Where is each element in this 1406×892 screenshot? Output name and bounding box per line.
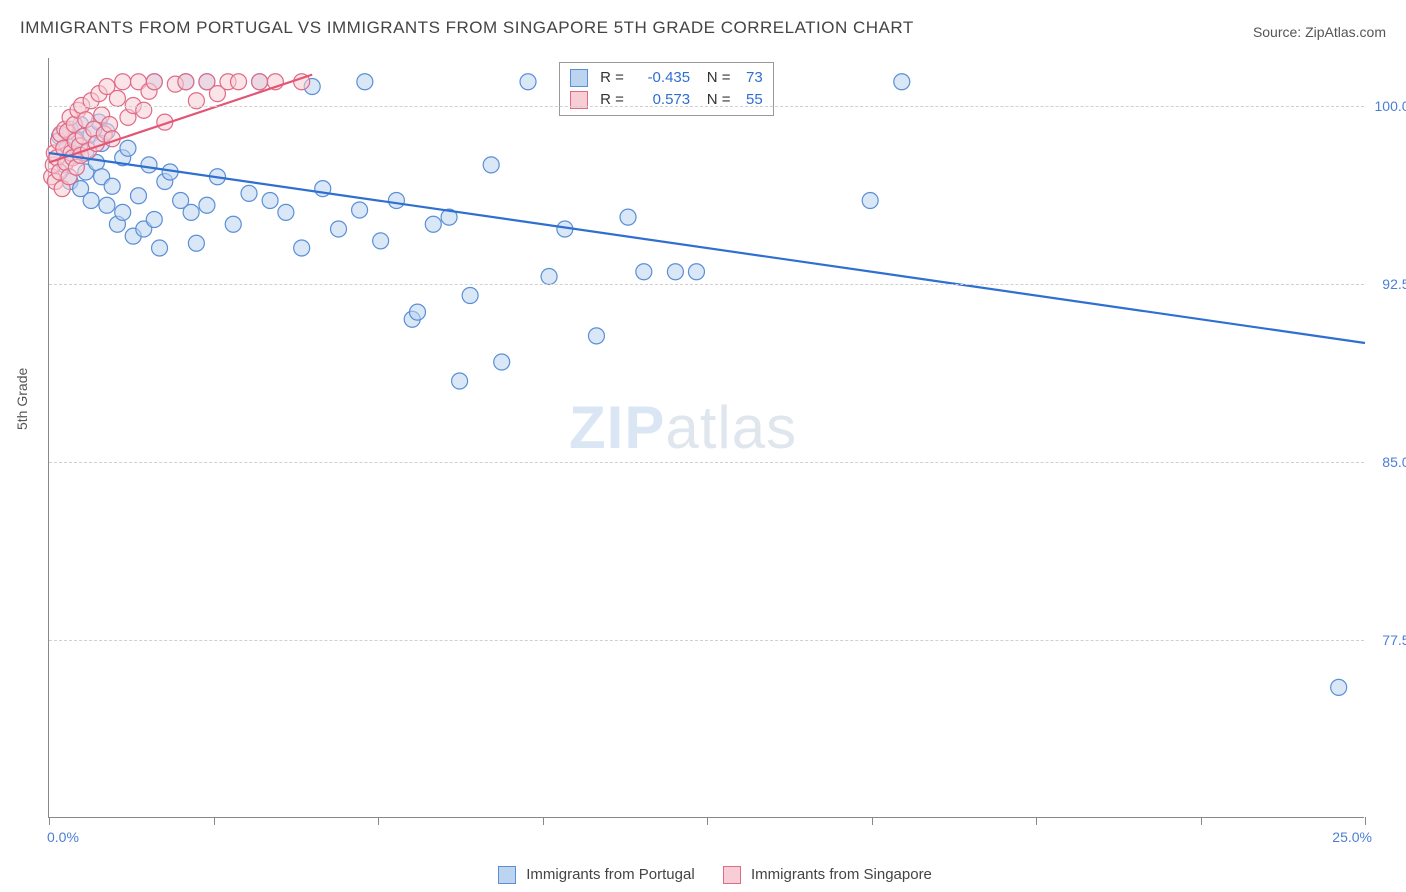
- data-point: [188, 235, 204, 251]
- data-point: [178, 74, 194, 90]
- y-tick-label: 85.0%: [1382, 454, 1406, 470]
- data-point: [225, 216, 241, 232]
- n-value-portugal: 73: [735, 69, 763, 86]
- x-tick: [214, 817, 215, 825]
- data-point: [688, 264, 704, 280]
- y-axis-label: 5th Grade: [14, 368, 30, 430]
- data-point: [452, 373, 468, 389]
- gridline-h: [49, 640, 1364, 641]
- gridline-h: [49, 462, 1364, 463]
- data-point: [241, 185, 257, 201]
- r-label: R =: [600, 69, 624, 86]
- legend-row-singapore: R = 0.573 N = 55: [570, 89, 763, 111]
- data-point: [894, 74, 910, 90]
- data-point: [109, 90, 125, 106]
- data-point: [541, 269, 557, 285]
- y-tick-label: 77.5%: [1382, 632, 1406, 648]
- correlation-legend: R = -0.435 N = 73 R = 0.573 N = 55: [559, 62, 774, 116]
- data-point: [262, 193, 278, 209]
- data-point: [278, 204, 294, 220]
- data-point: [115, 74, 131, 90]
- swatch-singapore-bottom: [723, 866, 741, 884]
- legend-row-portugal: R = -0.435 N = 73: [570, 67, 763, 89]
- legend-label-portugal: Immigrants from Portugal: [526, 866, 694, 883]
- data-point: [483, 157, 499, 173]
- x-tick: [49, 817, 50, 825]
- data-point: [331, 221, 347, 237]
- data-point: [252, 74, 268, 90]
- data-point: [352, 202, 368, 218]
- y-tick-label: 92.5%: [1382, 276, 1406, 292]
- data-point: [1331, 679, 1347, 695]
- data-point: [141, 157, 157, 173]
- x-tick: [707, 817, 708, 825]
- series-legend: Immigrants from Portugal Immigrants from…: [0, 866, 1406, 884]
- data-point: [409, 304, 425, 320]
- data-point: [102, 117, 118, 133]
- data-point: [636, 264, 652, 280]
- data-point: [425, 216, 441, 232]
- trend-line: [49, 153, 1365, 343]
- x-tick: [1036, 817, 1037, 825]
- legend-label-singapore: Immigrants from Singapore: [751, 866, 932, 883]
- n-label: N =: [707, 69, 731, 86]
- swatch-portugal-bottom: [498, 866, 516, 884]
- data-point: [231, 74, 247, 90]
- swatch-portugal: [570, 69, 588, 87]
- data-point: [99, 197, 115, 213]
- source-attribution: Source: ZipAtlas.com: [1253, 24, 1386, 40]
- r-value-portugal: -0.435: [628, 69, 690, 86]
- data-point: [130, 188, 146, 204]
- data-point: [388, 193, 404, 209]
- data-point: [120, 140, 136, 156]
- data-point: [620, 209, 636, 225]
- x-tick: [543, 817, 544, 825]
- gridline-h: [49, 106, 1364, 107]
- x-tick: [1201, 817, 1202, 825]
- data-point: [83, 193, 99, 209]
- x-tick-label: 25.0%: [1332, 829, 1372, 845]
- data-point: [588, 328, 604, 344]
- chart-title: IMMIGRANTS FROM PORTUGAL VS IMMIGRANTS F…: [20, 18, 914, 38]
- data-point: [146, 74, 162, 90]
- data-point: [373, 233, 389, 249]
- data-point: [146, 212, 162, 228]
- data-point: [104, 178, 120, 194]
- data-point: [152, 240, 168, 256]
- x-tick-label: 0.0%: [47, 829, 79, 845]
- data-point: [115, 204, 131, 220]
- plot-area: ZIPatlas R = -0.435 N = 73 R = 0.573 N =…: [48, 58, 1364, 818]
- data-point: [357, 74, 373, 90]
- x-tick: [378, 817, 379, 825]
- y-tick-label: 100.0%: [1375, 98, 1406, 114]
- data-point: [294, 240, 310, 256]
- data-point: [862, 193, 878, 209]
- data-point: [667, 264, 683, 280]
- chart-svg: [49, 58, 1364, 817]
- x-tick: [872, 817, 873, 825]
- data-point: [183, 204, 199, 220]
- data-point: [520, 74, 536, 90]
- data-point: [494, 354, 510, 370]
- x-tick: [1365, 817, 1366, 825]
- data-point: [462, 288, 478, 304]
- gridline-h: [49, 284, 1364, 285]
- data-point: [199, 197, 215, 213]
